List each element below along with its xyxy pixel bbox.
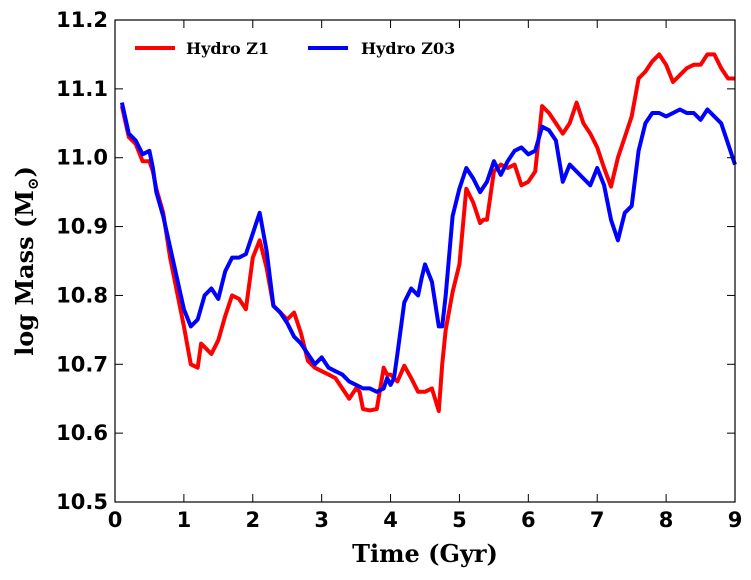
y-tick-label: 10.5	[56, 490, 108, 514]
x-tick-label: 4	[383, 508, 398, 532]
tick-layer: 0 1 2 3 4 5 6 7 8 9 10.5 10.6 10.7 10.8 10.9 11.0 11.1 11…	[56, 8, 742, 532]
y-tick-label: 11.2	[56, 8, 108, 32]
y-axis-title-close: )	[10, 166, 39, 177]
legend: Hydro Z1 Hydro Z03	[135, 39, 455, 58]
plot-frame	[114, 19, 736, 503]
x-tick-label: 9	[728, 508, 743, 532]
legend-label: Hydro Z1	[186, 39, 269, 58]
series-line-hydro-z03	[119, 102, 737, 394]
legend-label: Hydro Z03	[361, 39, 455, 58]
x-axis-title: Time (Gyr)	[352, 539, 498, 568]
x-tick-label: 0	[108, 508, 123, 532]
x-tick-label: 8	[659, 508, 674, 532]
plot-background	[115, 20, 735, 502]
y-tick-label: 10.6	[56, 421, 108, 445]
y-tick-label: 11.1	[56, 77, 108, 101]
y-tick-label: 10.7	[56, 352, 108, 376]
x-tick-label: 2	[245, 508, 260, 532]
x-tick-label: 7	[590, 508, 605, 532]
series-line-hydro-z1	[119, 52, 735, 414]
x-tick-label: 3	[314, 508, 329, 532]
x-tick-label: 5	[452, 508, 467, 532]
y-axis-title-main: log Mass (M	[10, 190, 39, 356]
y-axis-title-subscript: ⊙	[24, 178, 42, 191]
y-tick-label: 10.8	[56, 283, 108, 307]
y-tick-label: 10.9	[56, 215, 108, 239]
x-tick-label: 6	[521, 508, 536, 532]
x-tick-label: 1	[177, 508, 192, 532]
series-layer	[119, 52, 737, 414]
y-tick-label: 11.0	[56, 146, 108, 170]
y-axis-title: log Mass (M⊙)	[10, 166, 42, 356]
